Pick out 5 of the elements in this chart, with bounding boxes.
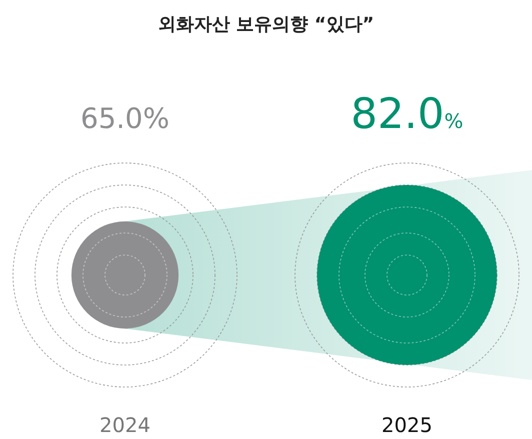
data-label: 65.0% (80, 102, 170, 135)
data-label: 82.0% (350, 89, 464, 138)
category-label: 2024 (100, 413, 150, 437)
text: 외화자산 보유의향 “있다” (158, 14, 374, 35)
category-label: 2025 (382, 413, 432, 437)
